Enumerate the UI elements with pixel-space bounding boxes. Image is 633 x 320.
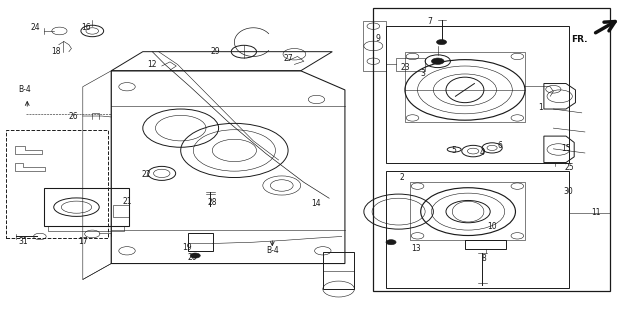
Text: 21: 21: [122, 197, 132, 206]
Circle shape: [386, 240, 396, 245]
Bar: [386, 171, 569, 288]
Text: 22: 22: [141, 170, 151, 179]
Text: 7: 7: [428, 17, 432, 26]
Text: 4: 4: [480, 148, 484, 157]
Text: 14: 14: [311, 198, 322, 207]
Text: 1: 1: [538, 103, 543, 112]
Text: 18: 18: [51, 47, 61, 56]
Text: 15: 15: [561, 144, 571, 153]
Circle shape: [190, 253, 200, 258]
Text: 2: 2: [399, 173, 404, 182]
Text: 13: 13: [411, 244, 421, 253]
Text: 9: 9: [376, 35, 381, 44]
Text: 10: 10: [487, 222, 497, 231]
Text: 3: 3: [420, 68, 425, 77]
Text: 24: 24: [30, 23, 41, 32]
Text: 27: 27: [283, 53, 293, 62]
Text: FR.: FR.: [572, 35, 588, 44]
Text: 16: 16: [81, 23, 91, 32]
Bar: [113, 204, 129, 217]
Bar: [386, 26, 569, 163]
Text: 11: 11: [591, 208, 601, 217]
Bar: [6, 130, 108, 238]
Text: B-4: B-4: [18, 85, 31, 94]
Text: 26: 26: [68, 112, 78, 121]
Bar: [323, 252, 354, 289]
Text: 20: 20: [187, 253, 197, 262]
Text: 6: 6: [498, 141, 502, 150]
Text: 17: 17: [78, 237, 87, 246]
Text: 8: 8: [482, 254, 486, 263]
Circle shape: [437, 40, 447, 45]
Text: 19: 19: [182, 243, 192, 252]
Circle shape: [432, 58, 444, 64]
Text: 31: 31: [18, 237, 28, 246]
Text: 30: 30: [563, 187, 573, 196]
Bar: [396, 58, 425, 71]
Text: 5: 5: [452, 146, 456, 155]
Text: 29: 29: [211, 47, 220, 56]
Text: 25: 25: [565, 163, 574, 172]
Text: 12: 12: [147, 60, 157, 69]
Text: 28: 28: [208, 197, 217, 206]
Text: 23: 23: [400, 63, 410, 72]
Bar: [44, 188, 129, 226]
Bar: [373, 8, 610, 291]
Text: B-4: B-4: [266, 246, 279, 255]
Bar: [187, 233, 213, 251]
